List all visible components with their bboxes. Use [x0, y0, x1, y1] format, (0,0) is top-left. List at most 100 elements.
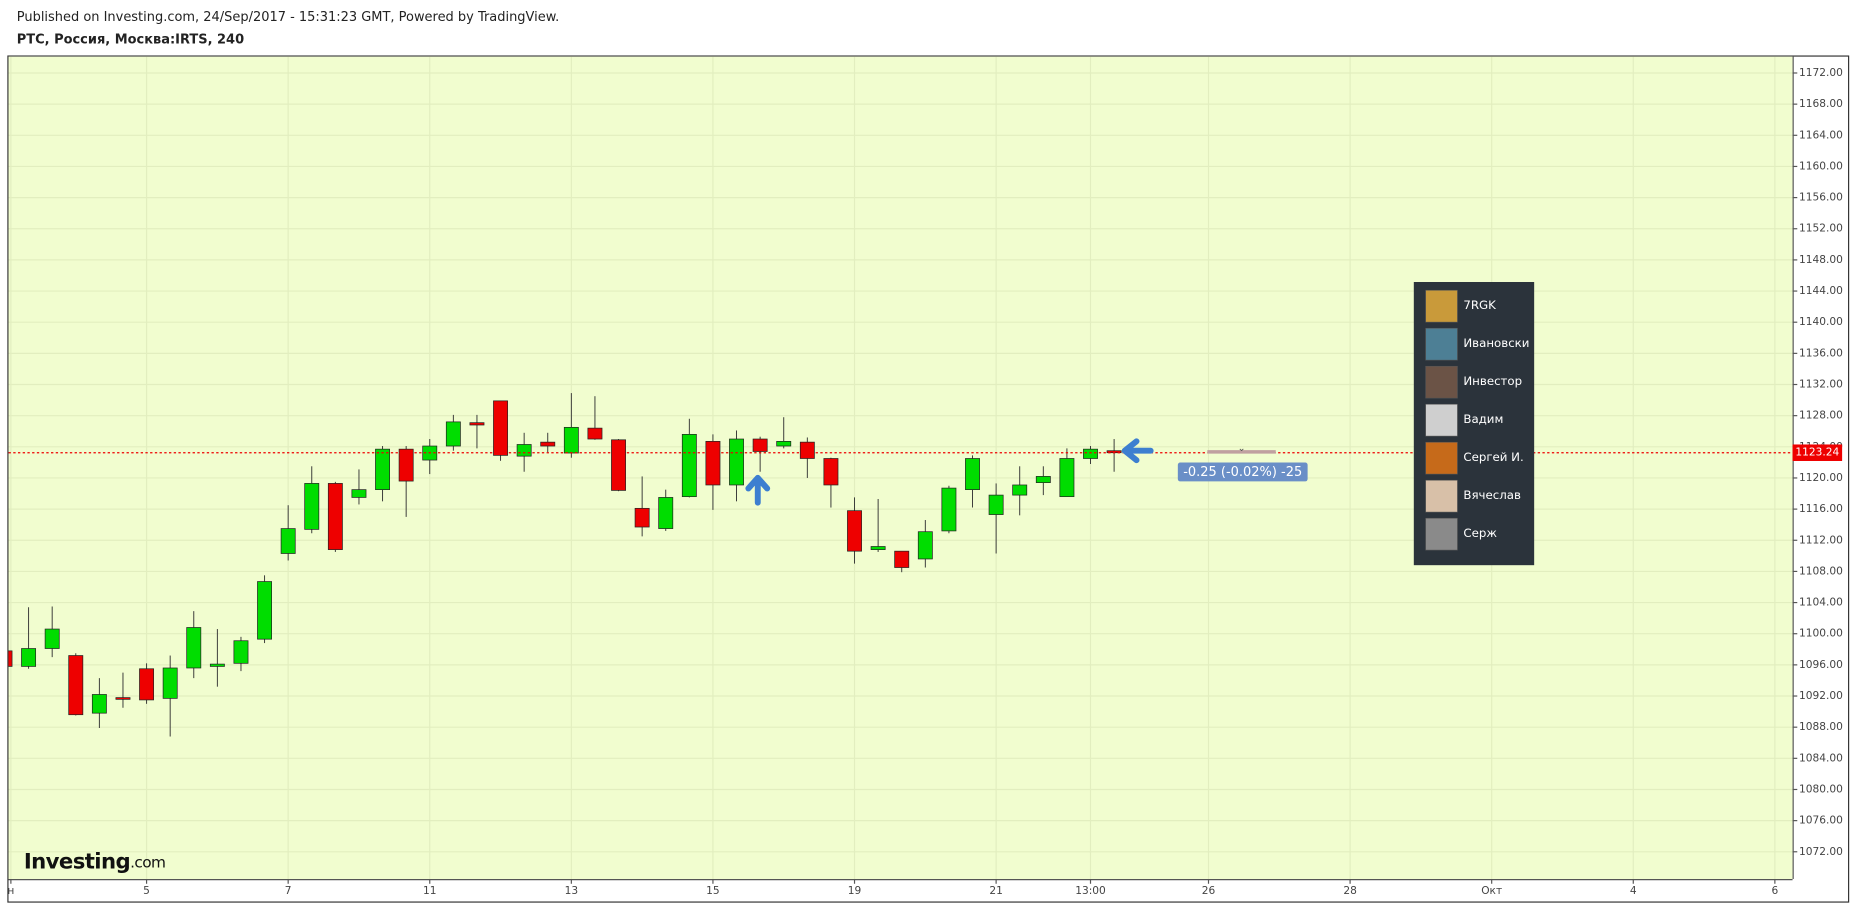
- candle-body: [115, 697, 131, 700]
- range-marker: ⌄: [1238, 443, 1246, 454]
- x-tick-label: 21: [989, 884, 1003, 897]
- candle-body: [1035, 476, 1051, 483]
- y-tick-label: 1088.00: [1799, 720, 1843, 733]
- y-tick-label: 1096.00: [1799, 658, 1843, 671]
- x-tick-label: 15: [706, 884, 720, 897]
- tooltip-box: [1177, 462, 1308, 482]
- user-avatar: [1425, 479, 1458, 513]
- candle-body: [327, 483, 343, 550]
- tooltip-text: -0.25 (-0.02%) -25: [1183, 465, 1302, 480]
- candle-body: [823, 458, 839, 486]
- candle-body: [988, 494, 1004, 515]
- y-tick-label: 1168.00: [1799, 97, 1843, 110]
- user-name: Серж: [1463, 526, 1497, 540]
- user-name: Сергей И.: [1463, 450, 1523, 464]
- x-tick-label: 28: [1343, 884, 1357, 897]
- logo: Investing.com: [24, 850, 166, 875]
- candle-body: [233, 640, 249, 664]
- y-tick-label: 1128.00: [1799, 409, 1843, 422]
- y-tick-label: 1104.00: [1799, 596, 1843, 609]
- x-tick-label: н: [7, 884, 14, 897]
- candle-body: [304, 483, 320, 530]
- users-list: 7RGK Ивановски Инвестор Вадим Сергей И. Вячес…: [1425, 289, 1529, 551]
- x-tick-label: 7: [285, 884, 292, 897]
- y-tick-label: 1076.00: [1799, 814, 1843, 827]
- candle-body: [469, 422, 485, 426]
- candle-body: [705, 441, 721, 486]
- candle-body: [257, 581, 272, 640]
- candle-body: [1012, 484, 1028, 496]
- axes: 1072.00 1076.00 1080.00 1084.00 1088.00 1092.…: [7, 66, 1843, 897]
- candle-body: [162, 667, 178, 699]
- y-tick-label: 1108.00: [1799, 564, 1843, 577]
- plot: [8, 393, 1793, 737]
- candle-body: [68, 655, 84, 716]
- y-tick-label: 1148.00: [1799, 253, 1843, 266]
- symbol-title: РТС, Россия, Москва:IRTS, 240: [17, 33, 244, 48]
- candle-body: [1083, 448, 1098, 459]
- candle-body: [44, 628, 60, 649]
- candle-body: [91, 694, 107, 714]
- candle-body: [516, 444, 532, 457]
- y-tick-label: 1160.00: [1799, 159, 1843, 172]
- x-tick-label: 5: [143, 884, 150, 897]
- candle-body: [847, 510, 862, 552]
- candle-body: [611, 439, 626, 491]
- y-tick-label: 1112.00: [1799, 533, 1843, 546]
- x-tick-label: 13:00: [1075, 884, 1106, 897]
- user-avatar: [1425, 289, 1458, 323]
- y-tick-label: 1100.00: [1799, 627, 1843, 640]
- y-tick-label: 1140.00: [1799, 315, 1843, 328]
- up-arrow: [745, 474, 771, 506]
- y-tick-label: 1156.00: [1799, 191, 1843, 204]
- y-tick-label: 1072.00: [1799, 845, 1843, 858]
- user-name: Вадим: [1463, 412, 1503, 426]
- candle-body: [894, 550, 910, 568]
- x-tick-label: 19: [848, 884, 862, 897]
- candle-body: [280, 528, 296, 554]
- user-name: Ивановски: [1463, 336, 1529, 350]
- candle-body: [870, 546, 886, 550]
- candle-body: [493, 400, 508, 456]
- x-tick-label: 26: [1202, 884, 1216, 897]
- candle-body: [445, 421, 461, 447]
- candle-body: [752, 438, 768, 452]
- y-tick-label: 1144.00: [1799, 284, 1843, 297]
- y-tick-label: 1084.00: [1799, 751, 1843, 764]
- candle-body: [729, 438, 744, 486]
- candle-body: [398, 448, 414, 482]
- candle-body: [634, 507, 650, 528]
- last-price-tag: [1792, 444, 1843, 461]
- left-arrow: [1121, 438, 1154, 464]
- y-tick-label: 1172.00: [1799, 66, 1843, 79]
- user-avatar: [1425, 403, 1458, 437]
- y-tick-label: 1116.00: [1799, 502, 1843, 515]
- candle-body: [587, 427, 603, 440]
- y-tick-label: 1132.00: [1799, 378, 1843, 391]
- candle-body: [375, 448, 390, 490]
- candle-body: [186, 627, 202, 669]
- y-tick-label: 1152.00: [1799, 222, 1843, 235]
- candle-body: [540, 441, 556, 447]
- candle-body: [965, 458, 980, 490]
- grid: [8, 56, 1793, 880]
- y-tick-label: 1136.00: [1799, 346, 1843, 359]
- candle-body: [563, 426, 579, 454]
- x-tick-label: 6: [1771, 884, 1778, 897]
- candle-body: [658, 497, 674, 529]
- x-tick-label: 4: [1630, 884, 1637, 897]
- x-tick-label: 13: [565, 884, 579, 897]
- user-avatar: [1425, 517, 1458, 551]
- logo-main: Investing: [24, 850, 130, 875]
- candle-body: [21, 648, 37, 667]
- candle-body: [941, 487, 957, 532]
- candle-body: [776, 441, 792, 447]
- last-price-label: 1123.24: [1795, 446, 1839, 459]
- candle-body: [1059, 458, 1075, 498]
- user-name: 7RGK: [1463, 298, 1496, 312]
- x-tick-label: 11: [423, 884, 437, 897]
- x-tick-label: Окт: [1481, 884, 1502, 897]
- candle-body: [917, 531, 933, 560]
